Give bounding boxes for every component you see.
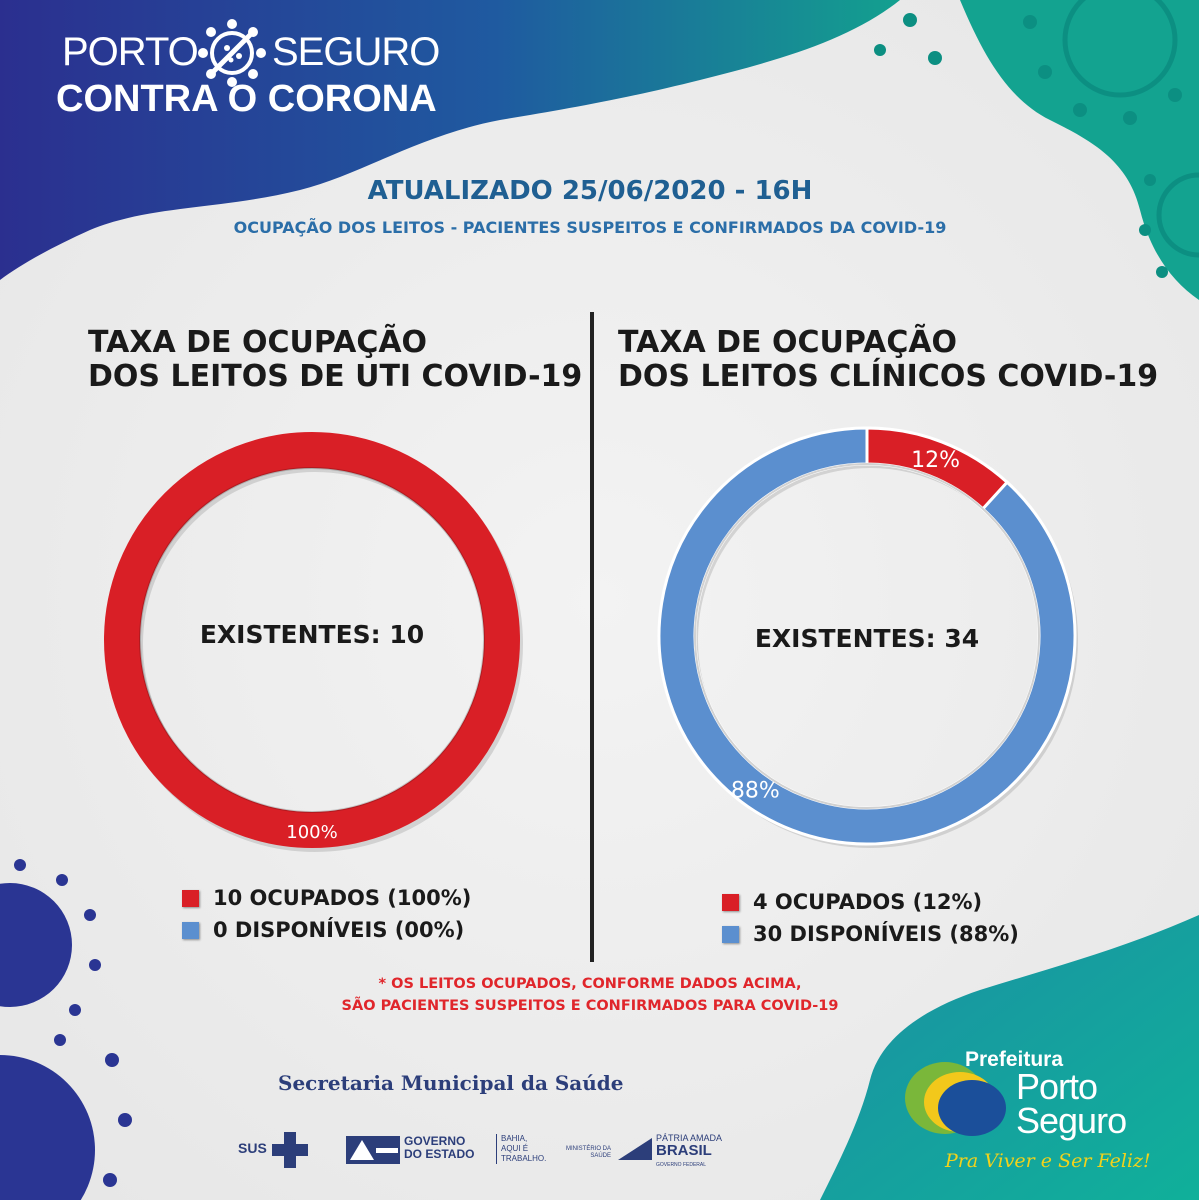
brand-porto: PORTO <box>62 30 199 74</box>
donut-inner-edge <box>694 463 1040 809</box>
legend-item: 0 DISPONÍVEIS (00%) <box>182 914 471 946</box>
patria-text: PÁTRIA AMADA <box>656 1133 723 1143</box>
brasil-word: BRASIL <box>656 1142 712 1159</box>
panel-divider <box>590 312 594 962</box>
brand-line-1: PORTO SEGURO <box>62 19 440 87</box>
donut-percent-label: 88% <box>731 779 780 804</box>
donut-percent-label: 100% <box>286 822 337 843</box>
prefeitura-name: Porto Seguro <box>1016 1066 1127 1141</box>
ministerio-line2: SAÚDE <box>590 1153 612 1159</box>
legend-item: 30 DISPONÍVEIS (88%) <box>722 918 1019 950</box>
virus-top-right-dots <box>874 13 1182 278</box>
legend-label: 30 DISPONÍVEIS (88%) <box>753 922 1019 946</box>
panel-uti-title-line2: DOS LEITOS DE UTI COVID-19 <box>88 359 583 394</box>
panel-clinicos-title-line1: TAXA DE OCUPAÇÃO <box>618 325 958 360</box>
footnote-line2: SÃO PACIENTES SUSPEITOS E CONFIRMADOS PA… <box>341 998 839 1014</box>
governo-text: GOVERNO DO ESTADO <box>404 1135 474 1161</box>
legend-uti: 10 OCUPADOS (100%) 0 DISPONÍVEIS (00%) <box>182 882 471 946</box>
legend-swatch-occupied <box>722 893 739 911</box>
ministerio-text: MINISTÉRIO DA SAÚDE <box>566 1146 611 1160</box>
prefeitura-porto: Porto <box>1016 1066 1098 1107</box>
sus-cross-icon <box>272 1132 308 1168</box>
donut-slice-ocupados <box>104 432 520 848</box>
gov-federal-text: GOVERNO FEDERAL <box>656 1162 707 1168</box>
brasil-text: PÁTRIA AMADA BRASIL GOVERNO FEDERAL <box>656 1133 722 1170</box>
donut-percent-label: 12% <box>911 448 960 473</box>
donut-chart-uti: 100% <box>104 432 523 852</box>
donut-chart-clinicos: 12% 88% <box>657 426 1078 848</box>
governo-line2: DO ESTADO <box>404 1147 475 1161</box>
legend-swatch-available <box>182 921 199 939</box>
sus-logo-text: SUS <box>238 1140 267 1156</box>
brand-seguro: SEGURO <box>272 30 440 74</box>
bottom-right-wave <box>820 915 1199 1200</box>
legend-label: 4 OCUPADOS (12%) <box>753 890 983 914</box>
legend-label: 0 DISPONÍVEIS (00%) <box>213 918 465 942</box>
bahia-text: BAHIA, AQUI É TRABALHO. <box>496 1134 546 1164</box>
prefeitura-seguro: Seguro <box>1016 1100 1127 1141</box>
footnote: * OS LEITOS OCUPADOS, CONFORME DADOS ACI… <box>0 973 1180 1017</box>
bahia-line2: AQUI É <box>501 1144 529 1153</box>
panel-clinicos-title-line2: DOS LEITOS CLÍNICOS COVID-19 <box>618 359 1159 394</box>
ministerio-line1: MINISTÉRIO DA <box>566 1146 612 1152</box>
donut-slice-disponveis <box>657 426 1077 846</box>
prefeitura-label: Prefeitura <box>965 1048 1064 1071</box>
top-right-wave <box>960 0 1199 300</box>
virus-logo-icon <box>198 19 266 87</box>
brasil-flag-icon <box>618 1138 652 1160</box>
legend-item: 10 OCUPADOS (100%) <box>182 882 471 914</box>
donut-inner-edge <box>139 467 485 813</box>
secretaria-label: Secretaria Municipal da Saúde <box>278 1071 624 1095</box>
legend-swatch-available <box>722 925 739 943</box>
prefeitura-slogan: Pra Viver e Ser Feliz! <box>945 1150 1151 1172</box>
panel-uti-title-line1: TAXA DE OCUPAÇÃO <box>88 325 428 360</box>
bahia-flag-icon <box>346 1136 400 1164</box>
legend-label: 10 OCUPADOS (100%) <box>213 886 472 910</box>
legend-clinicos: 4 OCUPADOS (12%) 30 DISPONÍVEIS (88%) <box>722 886 1019 950</box>
brand-line-2: CONTRA O CORONA <box>56 78 437 120</box>
donut-uti-center-label: EXISTENTES: 10 <box>199 620 425 649</box>
bahia-line3: TRABALHO. <box>501 1154 547 1163</box>
donut-clinicos-center-label: EXISTENTES: 34 <box>754 624 980 653</box>
governo-line1: GOVERNO <box>404 1134 466 1148</box>
page-subtitle: OCUPAÇÃO DOS LEITOS - PACIENTES SUSPEITO… <box>233 218 947 237</box>
updated-date: ATUALIZADO 25/06/2020 - 16H <box>367 176 813 206</box>
footnote-line1: * OS LEITOS OCUPADOS, CONFORME DADOS ACI… <box>378 976 802 992</box>
prefeitura-logo-mark <box>905 1062 1006 1136</box>
panel-clinicos-title: TAXA DE OCUPAÇÃO DOS LEITOS CLÍNICOS COV… <box>618 326 1158 394</box>
panel-uti-title: TAXA DE OCUPAÇÃO DOS LEITOS DE UTI COVID… <box>88 326 582 394</box>
legend-item: 4 OCUPADOS (12%) <box>722 886 1019 918</box>
legend-swatch-occupied <box>182 889 199 907</box>
virus-top-right <box>1062 0 1199 258</box>
bahia-line1: BAHIA, <box>501 1134 528 1143</box>
virus-bottom-left <box>0 859 132 1200</box>
